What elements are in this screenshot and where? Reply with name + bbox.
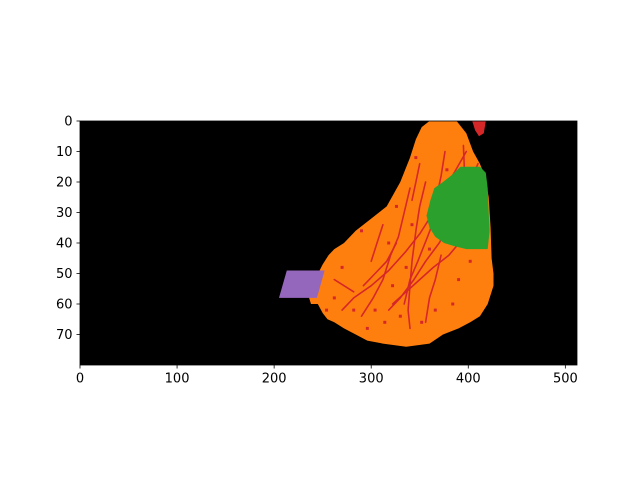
red-speckle [451,302,455,306]
orange-region [309,121,494,347]
x-axis: 0 100 200 300 400 500 [76,365,578,387]
red-structure-line [370,223,384,263]
x-tick-label: 300 [359,372,384,387]
y-tick-label: 50 [56,267,73,282]
x-tick-label: 100 [165,372,190,387]
red-speckle [445,168,449,172]
y-tick-label: 30 [56,206,73,221]
red-speckle [457,278,461,282]
red-speckle [387,241,391,245]
red-structure-line [391,236,466,305]
y-tick-label: 0 [64,115,72,130]
red-speckle [340,265,344,269]
y-tick-label: 10 [56,145,73,160]
red-speckle [383,320,387,324]
purple-region [279,270,325,298]
y-tick-label: 60 [56,298,73,313]
x-tick-label: 0 [76,372,84,387]
x-tick-label: 500 [553,372,578,387]
red-speckle [365,326,369,330]
red-speckle [404,265,408,269]
red-structure-line [424,254,442,324]
red-speckle [433,308,437,312]
green-region [426,166,490,250]
red-speckle [394,204,398,208]
image-background [80,121,577,365]
red-patch-top [472,121,486,137]
red-speckle [373,308,377,312]
red-speckle [427,247,431,251]
red-structure-line [411,162,421,202]
red-structure-line [362,242,398,287]
red-speckle [420,320,424,324]
red-speckle [325,308,329,312]
x-tick-label: 200 [262,372,287,387]
red-speckle [414,156,418,160]
x-tick-label: 400 [456,372,481,387]
red-speckle [391,284,395,288]
red-structure-line [333,278,355,293]
red-speckle [360,229,364,233]
red-speckle [410,223,414,227]
y-tick-label: 20 [56,176,73,191]
red-speckle [352,308,356,312]
red-structure-line [407,181,427,330]
y-tick-label: 70 [56,328,73,343]
y-tick-label: 40 [56,237,73,252]
red-speckle [398,314,402,318]
red-speckle [332,296,336,300]
plot-area [79,120,578,366]
red-speckle [468,259,472,263]
y-axis: 0 10 20 30 40 50 60 70 [56,115,80,343]
